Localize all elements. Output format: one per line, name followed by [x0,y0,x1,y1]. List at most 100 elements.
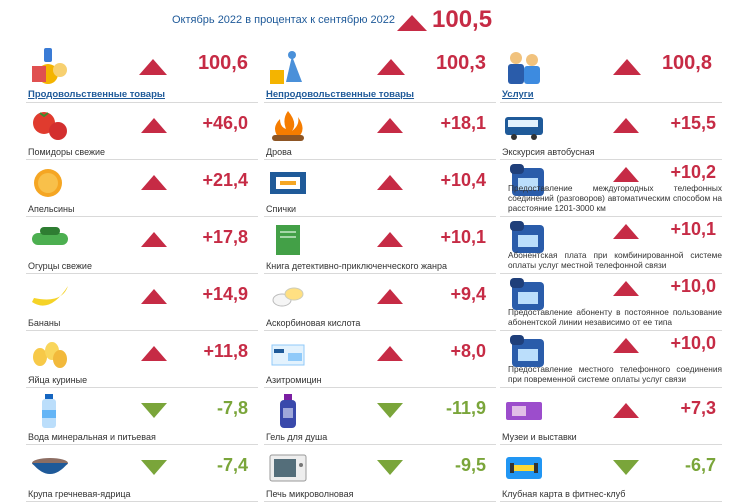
up-triangle-icon [612,117,640,139]
down-triangle-icon [376,459,404,481]
item-value: +11,8 [203,341,248,361]
up-triangle-icon [397,15,427,31]
up-triangle-icon [376,231,404,253]
list-item: -6,7 Клубная карта в фитнес-клуб [500,445,722,502]
list-item: -7,8 Вода минеральная и питьевая [26,388,258,445]
item-value: +10,0 [670,333,716,353]
up-triangle-icon [140,174,168,196]
up-triangle-icon [612,280,640,302]
matches-icon [268,166,308,200]
item-value: -9,5 [454,455,486,475]
item-value: -11,9 [445,398,486,418]
item-label: Апельсины [28,204,75,214]
shower-gel-icon [268,394,308,428]
water-bottle-icon [30,394,70,428]
category-header: 100,3 Непродовольственные товары [264,44,496,102]
up-triangle-icon [376,288,404,310]
item-label: Предоставление абоненту в постоянное пол… [508,307,722,327]
item-label: Книга детективно-приключенческого жанра [266,261,448,271]
list-item: -9,5 Печь микроволновая [264,445,496,502]
item-value: -6,7 [684,455,716,475]
list-item: +10,1 Книга детективно-приключенческого ж… [264,217,496,274]
item-value: +18,1 [440,113,486,133]
item-label: Огурцы свежие [28,261,92,271]
up-triangle-icon [376,58,406,81]
item-label: Аскорбиновая кислота [266,318,361,328]
category-name: Продовольственные товары [28,89,165,100]
up-triangle-icon [140,231,168,253]
column-1: 100,3 Непродовольственные товары +18,1 Дров… [264,44,496,502]
item-list: +18,1 Дрова +10,4 Спички +10,1 Книга детектив… [264,102,496,502]
item-value: +7,3 [680,398,716,418]
item-label: Клубная карта в фитнес-клуб [502,489,626,499]
item-value: +10,1 [440,227,486,247]
down-triangle-icon [612,459,640,481]
item-list: +15,5 Экскурсия автобусная +10,2 Предоставл… [500,102,722,502]
list-item: +21,4 Апельсины [26,160,258,217]
list-item: +10,4 Спички [264,160,496,217]
category-header: 100,6 Продовольственные товары [26,44,258,102]
list-item: -11,9 Гель для душа [264,388,496,445]
item-label: Гель для душа [266,432,328,442]
list-item: +46,0 Помидоры свежие [26,103,258,160]
item-label: Спички [266,204,297,214]
item-label: Азитромицин [266,375,322,385]
tomato-icon [30,109,70,143]
header: Октябрь 2022 в процентах к сентябрю 2022… [0,6,739,36]
up-triangle-icon [140,345,168,367]
up-triangle-icon [376,174,404,196]
up-triangle-icon [612,223,640,245]
up-triangle-icon [140,117,168,139]
up-triangle-icon [138,58,168,81]
microwave-icon [268,451,308,485]
category-value: 100,6 [197,52,248,74]
column-0: 100,6 Продовольственные товары +46,0 Помидо… [26,44,258,502]
list-item: +17,8 Огурцы свежие [26,217,258,274]
phone-icon [508,164,548,198]
item-label: Крупа гречневая-ядрица [28,489,131,499]
item-label: Помидоры свежие [28,147,106,157]
list-item: +10,2 Предоставление междугородных телефо… [500,160,722,217]
item-label: Яйца куриные [28,375,88,385]
up-triangle-icon [140,288,168,310]
item-value: +10,4 [440,170,486,190]
item-label: Музеи и выставки [502,432,577,442]
item-label: Абонентская плата при комбинированной си… [508,250,722,270]
item-value: +10,0 [670,276,716,296]
item-value: +46,0 [202,113,248,133]
item-value: +9,4 [450,284,486,304]
item-value: -7,8 [216,398,248,418]
up-triangle-icon [376,117,404,139]
grocery-icon [28,46,70,86]
item-value: +10,1 [670,219,716,239]
down-triangle-icon [140,402,168,424]
category-name: Непродовольственные товары [266,89,415,100]
phone-icon [508,335,548,369]
item-label: Дрова [266,147,292,157]
item-value: +8,0 [450,341,486,361]
item-value: +21,4 [202,170,248,190]
book-icon [268,223,308,257]
phone-icon [508,221,548,255]
category-value: 100,8 [661,52,712,74]
down-triangle-icon [140,459,168,481]
item-list: +46,0 Помидоры свежие +21,4 Апельсины +17,8 О… [26,102,258,502]
ticket-icon [504,394,544,428]
non-food-icon [266,46,308,86]
list-item: +8,0 Азитромицин [264,331,496,388]
firewood-icon [268,109,308,143]
up-triangle-icon [612,166,640,188]
up-triangle-icon [612,402,640,424]
item-label: Печь микроволновая [266,489,354,499]
item-value: +10,2 [670,162,716,182]
list-item: +11,8 Яйца куриные [26,331,258,388]
buckwheat-bowl-icon [30,451,70,485]
medicine-box-icon [268,337,308,371]
cucumber-icon [30,223,70,257]
item-label: Вода минеральная и питьевая [28,432,156,442]
up-triangle-icon [612,58,642,81]
list-item: +15,5 Экскурсия автобусная [500,103,722,160]
list-item: +7,3 Музеи и выставки [500,388,722,445]
up-triangle-icon [612,337,640,359]
list-item: +10,0 Предоставление местного телефонного… [500,331,722,388]
